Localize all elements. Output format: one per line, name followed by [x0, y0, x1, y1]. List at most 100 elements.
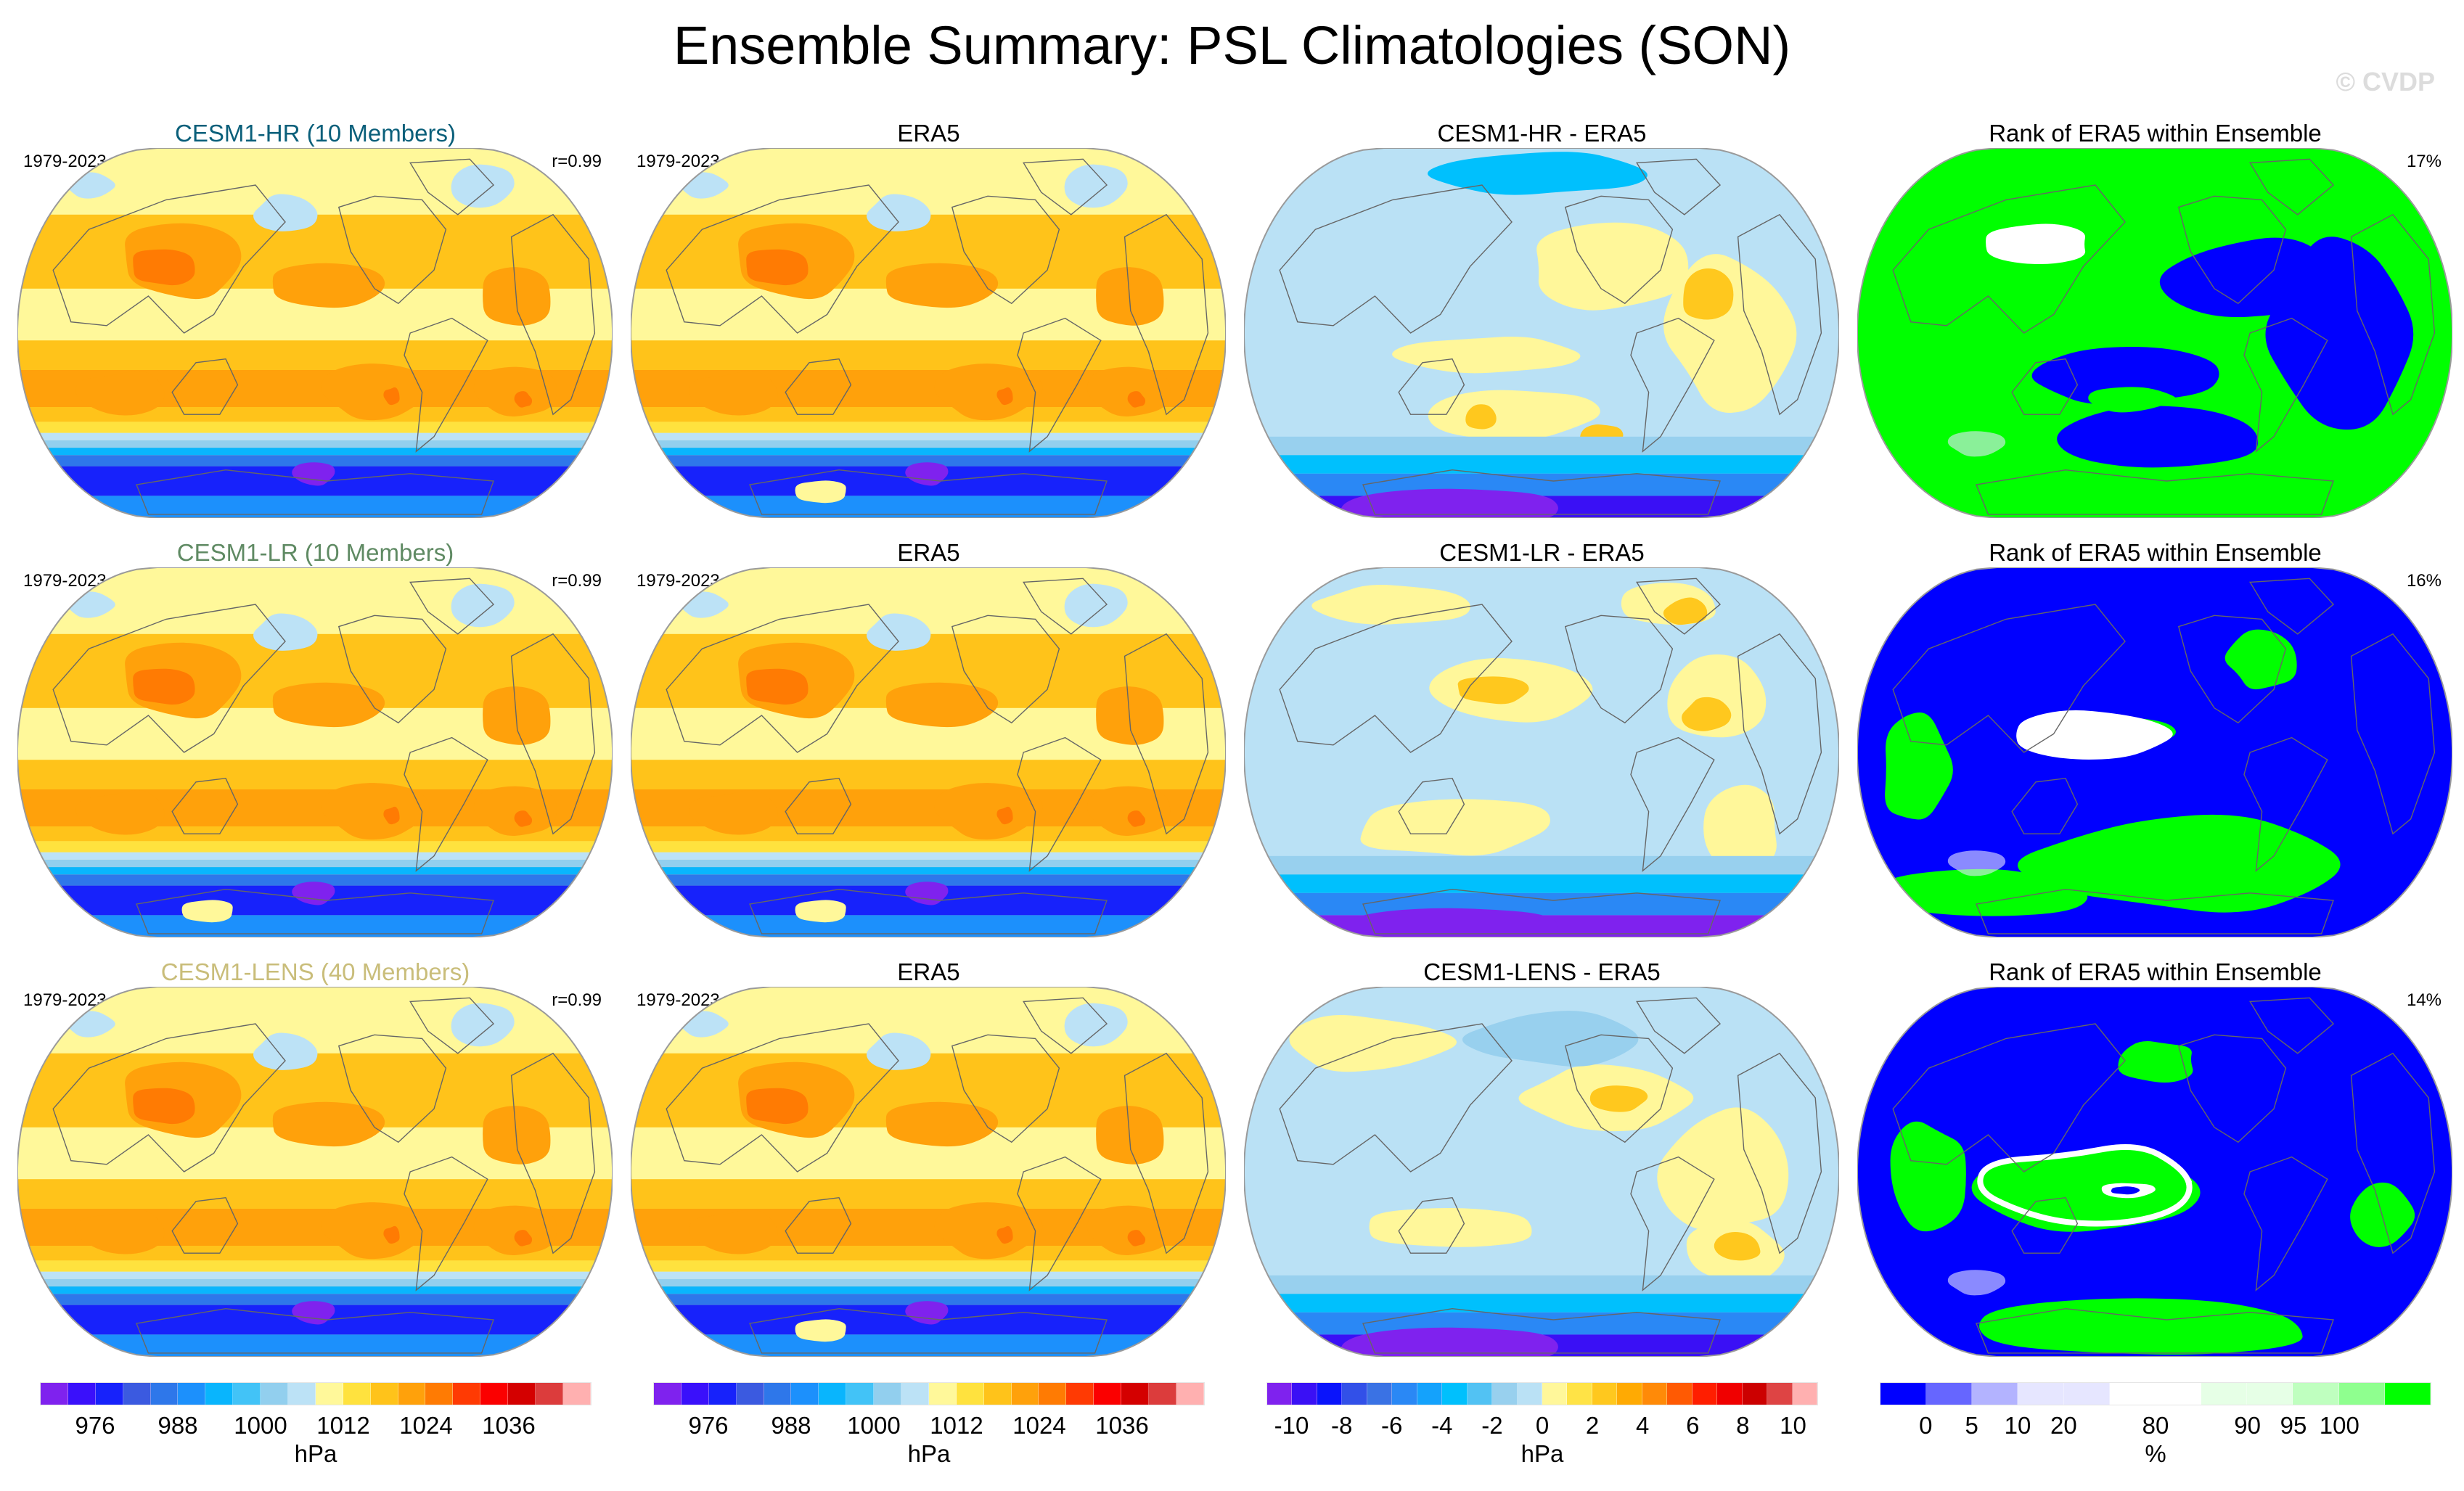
- coastlines: [1892, 578, 2436, 935]
- pressure-contour-blob: [1086, 1205, 1171, 1255]
- colorbar-box: [1066, 1383, 1094, 1405]
- coastline: [510, 213, 596, 416]
- rank-category-region: [1885, 712, 1953, 820]
- pressure-contour-blob: [133, 668, 195, 705]
- coastline: [409, 578, 495, 635]
- negative-anomaly-region: [1428, 152, 1648, 195]
- coastline: [1023, 997, 1108, 1054]
- coastline: [2249, 997, 2335, 1054]
- coastlines: [1279, 158, 1822, 515]
- coastline: [510, 633, 596, 835]
- coastline: [1279, 1023, 1513, 1172]
- map-panel-obs: ERA5 1979-2023: [622, 538, 1235, 959]
- map-diff: [1244, 567, 1839, 937]
- period-label: 1979-2023: [23, 152, 107, 171]
- coastline: [1023, 578, 1108, 635]
- colorbar-box: [370, 1383, 398, 1405]
- colorbar-box: [1617, 1383, 1642, 1405]
- coastline: [666, 1023, 899, 1172]
- colorbar-box: [1742, 1383, 1768, 1405]
- pressure-contour-blob: [746, 1088, 809, 1125]
- map-panel-rank: Rank of ERA5 within Ensemble 16%: [1849, 538, 2462, 959]
- coastline: [1564, 195, 1674, 305]
- pressure-contour-blob: [746, 668, 809, 705]
- colorbar-box: [654, 1383, 682, 1405]
- map-border: [1244, 987, 1839, 1357]
- coastline: [1017, 1156, 1102, 1291]
- cvdp-watermark: © CVDP: [2336, 67, 2435, 96]
- pressure-contour-blob: [75, 1209, 165, 1254]
- coastline: [337, 1034, 447, 1143]
- pressure-contour-blob: [514, 1230, 533, 1246]
- pressure-contour-blob: [321, 363, 430, 421]
- coastline: [1564, 615, 1674, 724]
- positive-anomaly-region: [1657, 1107, 1789, 1231]
- colorbar-box: [1667, 1383, 1693, 1405]
- pressure-contour-blob: [885, 682, 999, 728]
- coastline: [1976, 469, 2334, 515]
- colorbar-box: [123, 1383, 151, 1405]
- colorbar-unit: %: [2145, 1440, 2166, 1467]
- pressure-contour-blob: [934, 783, 1043, 840]
- colorbar-box: [2293, 1383, 2339, 1405]
- panel-title: CESM1-LR - ERA5: [1439, 539, 1645, 566]
- coastline: [666, 604, 899, 753]
- pressure-contour-blob: [689, 789, 778, 835]
- coastline: [409, 158, 495, 215]
- coastline: [1362, 1307, 1721, 1354]
- coastline: [404, 736, 488, 872]
- positive-anomaly-region: [1683, 268, 1734, 320]
- colorbar-tick-label: 1012: [316, 1412, 370, 1439]
- rank-category-region: [1986, 223, 2086, 265]
- panel-title: ERA5: [897, 958, 960, 985]
- rank-percent-label: 17%: [2406, 152, 2442, 171]
- colorbar-box: [1972, 1383, 2018, 1405]
- colorbar-boxes: [1266, 1382, 1818, 1405]
- positive-anomaly-region: [1663, 597, 1708, 625]
- coastlines: [52, 158, 596, 515]
- map-border: [1244, 567, 1839, 937]
- pressure-contour-blob: [133, 249, 195, 286]
- coastline: [2350, 213, 2436, 416]
- period-label: 1979-2023: [637, 152, 720, 171]
- pressure-contour-blob: [253, 1032, 318, 1070]
- colorbar-box: [315, 1383, 343, 1405]
- positive-anomaly-region: [1392, 337, 1581, 374]
- coastline: [1892, 184, 2126, 334]
- colorbar-tick-label: 10: [2004, 1412, 2031, 1439]
- pressure-contour-blob: [383, 1225, 400, 1244]
- colorbar-box: [1467, 1383, 1493, 1405]
- coastlines: [666, 578, 1209, 935]
- colorbar-tick-label: 8: [1736, 1412, 1750, 1439]
- pressure-contour-blob: [905, 462, 949, 486]
- pressure-contour-blob: [1086, 366, 1171, 416]
- rank-category-region: [2224, 629, 2297, 690]
- field-layer: [631, 567, 1226, 937]
- field-layer: [1857, 987, 2452, 1357]
- coastlines: [1892, 997, 2436, 1354]
- coastline: [2350, 1052, 2436, 1254]
- pressure-contour-blob: [885, 1101, 999, 1147]
- pressure-contour-blob: [1086, 786, 1171, 836]
- colorbar-box: [233, 1383, 261, 1405]
- colorbar-box: [1926, 1383, 1973, 1405]
- colorbar-box: [846, 1383, 875, 1405]
- coastline: [1630, 317, 1715, 453]
- colorbar-box: [1542, 1383, 1568, 1405]
- colorbar-box: [1149, 1383, 1176, 1405]
- coastline: [749, 888, 1108, 935]
- field-layer: [17, 148, 613, 518]
- coastline: [1362, 469, 1721, 515]
- coastline: [2177, 615, 2287, 724]
- colorbar-difference: -10 -8 -6 -4 -2 0 2 4 6 8 10 hPa: [1266, 1382, 1818, 1491]
- coastline: [1123, 1052, 1209, 1254]
- coastlines: [1892, 158, 2436, 515]
- period-label: 1979-2023: [637, 571, 720, 591]
- colorbar-box: [1567, 1383, 1592, 1405]
- pressure-contour-blob: [867, 1032, 931, 1070]
- coastline: [2243, 736, 2328, 872]
- field-layer: [1857, 567, 2452, 937]
- map-border: [17, 148, 613, 518]
- pressure-contour-blob: [996, 806, 1013, 825]
- positive-anomaly-region: [1457, 676, 1529, 705]
